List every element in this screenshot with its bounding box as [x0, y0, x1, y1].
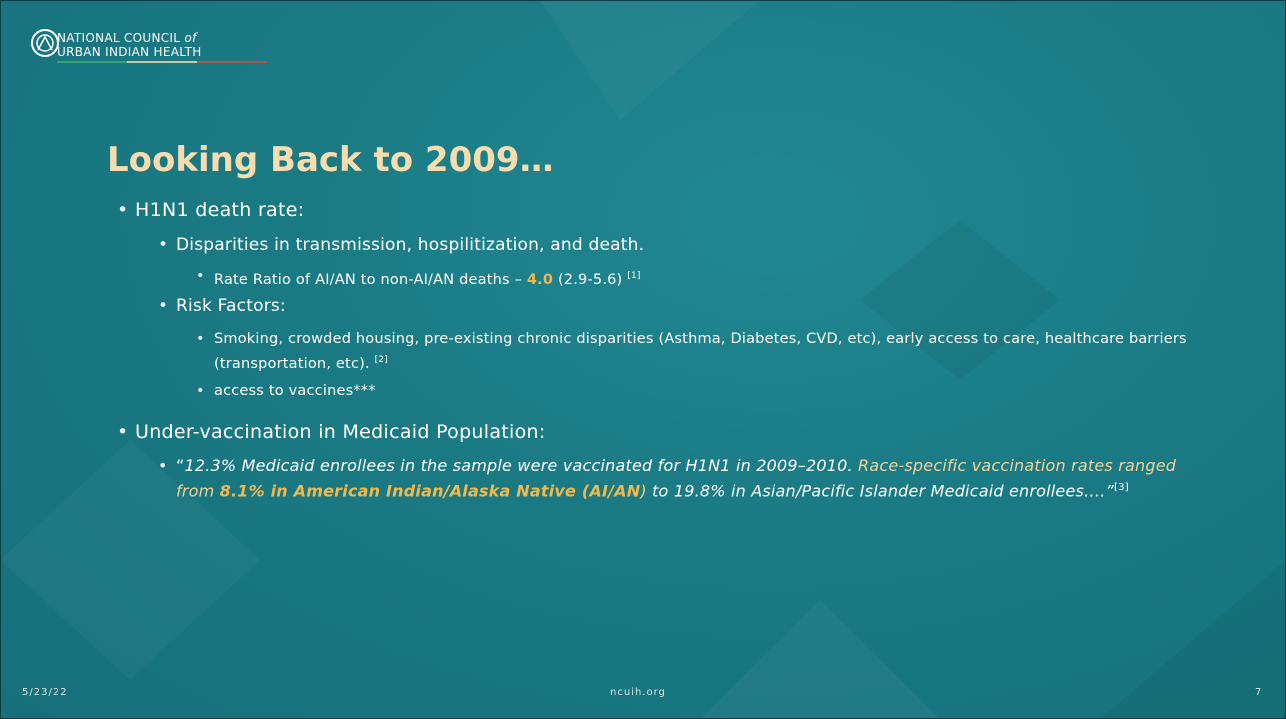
footer-site: ncuih.org [610, 687, 666, 698]
bullet: “12.3% Medicaid enrollees in the sample … [176, 455, 1206, 502]
text: (2.9-5.6) [553, 272, 627, 288]
org-name: NATIONAL COUNCIL of [57, 31, 197, 45]
citation: [3] [1114, 482, 1129, 493]
bullet: Smoking, crowded housing, pre-existing c… [214, 329, 1189, 375]
text: Smoking, crowded housing, pre-existing c… [214, 331, 1187, 372]
text: “ [176, 456, 185, 475]
bullet: H1N1 death rate: [135, 199, 304, 221]
bullet: Under-vaccination in Medicaid Population… [135, 421, 546, 443]
bullet: access to vaccines*** [214, 381, 1189, 402]
text: 12.3% Medicaid enrollees in the sample w… [185, 456, 859, 475]
bullet: Disparities in transmission, hospilitiza… [176, 235, 644, 255]
bullet: Risk Factors: [176, 296, 286, 316]
slide-title: Looking Back to 2009… [107, 140, 554, 180]
org-name: URBAN INDIAN HEALTH [57, 45, 202, 59]
citation: [2] [375, 355, 388, 365]
footer-date: 5/23/22 [22, 687, 68, 698]
text: to 19.8% in Asian/Pacific Islander Medic… [647, 481, 1106, 500]
logo [30, 28, 60, 58]
highlight: 4.0 [527, 272, 553, 288]
header-rule [57, 61, 267, 64]
bullet: Rate Ratio of AI/AN to non-AI/AN deaths … [214, 266, 1189, 291]
page-number: 7 [1255, 687, 1262, 698]
highlight: 8.1% in American Indian/Alaska Native (A… [220, 481, 641, 500]
text: Rate Ratio of AI/AN to non-AI/AN deaths … [214, 272, 527, 288]
citation: [1] [627, 271, 640, 281]
text: ” [1106, 481, 1115, 500]
slide: NATIONAL COUNCIL of URBAN INDIAN HEALTH … [0, 0, 1286, 719]
